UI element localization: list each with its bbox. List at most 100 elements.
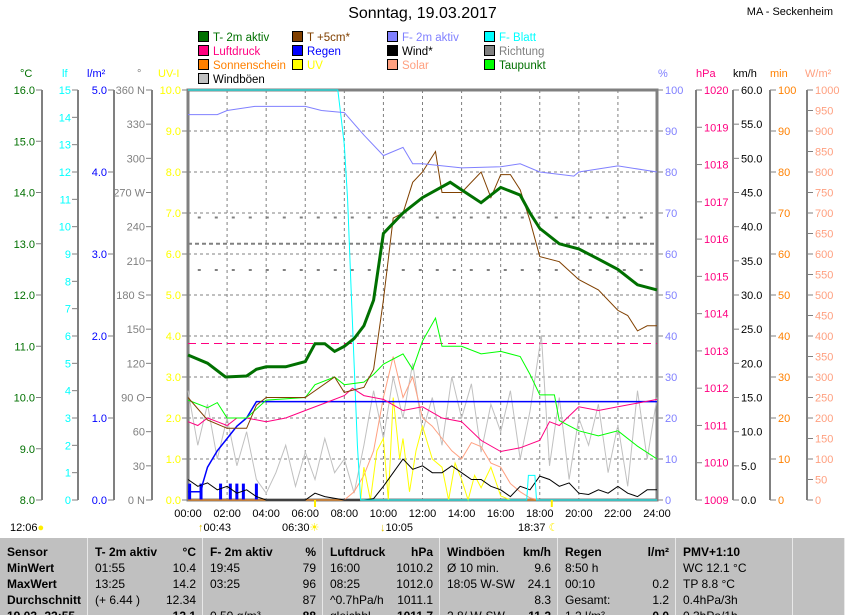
- table-cell: TP 8.8 °C: [683, 577, 735, 591]
- axis-tick-label: 16.0: [14, 85, 35, 97]
- axis-tick-label: 80: [778, 167, 790, 179]
- axis-tick-label: 1016: [704, 234, 728, 246]
- series-line-taupunkt: [187, 316, 658, 460]
- axis-tick-label: 240: [127, 222, 145, 234]
- axis-tick-label: 80: [665, 167, 677, 179]
- axis-tick-label: 850: [815, 147, 833, 159]
- table-cell: 1.2 l/m²: [565, 608, 605, 615]
- axis-tick-label: 1013: [704, 346, 728, 358]
- table-value: 0.0: [652, 608, 669, 615]
- sunset-icon: ☾: [545, 522, 559, 534]
- axis-tick-label: 8: [65, 276, 71, 288]
- axis-unit-dir: °: [137, 68, 142, 80]
- legend-swatch: [484, 59, 495, 70]
- axis-tick-label: 50: [665, 290, 677, 302]
- x-tick-label: 20:00: [565, 508, 593, 520]
- axis-tick-label: 1011: [704, 420, 728, 432]
- axis-tick-label: 950: [815, 106, 833, 118]
- axis-unit-uv: UV-I: [158, 68, 180, 80]
- legend-label: F- Blatt: [499, 32, 537, 44]
- axis-unit-solar: W/m²: [805, 68, 832, 80]
- axis-tick-label: 0: [815, 495, 821, 507]
- axis-tick-label: 3.0: [166, 372, 181, 384]
- axis-tick-label: 20: [665, 413, 677, 425]
- legend-label: UV: [307, 60, 323, 72]
- legend-swatch: [292, 59, 303, 70]
- table-value: 12.34: [165, 593, 196, 607]
- axis-tick-label: 1012: [704, 383, 728, 395]
- x-tick-label: 10:00: [370, 508, 398, 520]
- legend-item: Taupunkt: [484, 59, 546, 72]
- axis-tick-label: 500: [815, 290, 833, 302]
- axis-tick-label: 750: [815, 188, 833, 200]
- legend-item: Sonnenschein: [198, 59, 286, 72]
- axis-unit-leaf: lf: [62, 68, 68, 80]
- legend-item: Windböen: [198, 73, 265, 86]
- table-value: 1011.1: [397, 593, 433, 607]
- moonrise-icon: ↑: [198, 522, 204, 534]
- axis-tick-label: 60: [133, 427, 145, 439]
- axis-tick-label: 30: [778, 372, 790, 384]
- legend-swatch: [387, 31, 398, 42]
- table-column: Sensor MinWert MaxWert Durchschnitt19.03.-2…: [0, 538, 88, 615]
- x-tick-label: 16:00: [487, 508, 515, 520]
- sunrise-marker: 06:30☀: [282, 522, 319, 534]
- axis-tick-label: 60: [665, 249, 677, 261]
- axis-tick-label: 5.0: [166, 290, 181, 302]
- axis-tick-label: 550: [815, 270, 833, 282]
- sunset-time: 18:37: [518, 522, 546, 534]
- sunset-marker: 18:37 ☾: [518, 522, 558, 534]
- axis-tick-label: 0 N: [128, 495, 145, 507]
- sunrise-icon: ☀: [309, 522, 320, 534]
- series-line-solar: [188, 356, 657, 501]
- series-line-f-2m-aktiv: [188, 105, 658, 177]
- table-cell: 0.50 g/m³: [210, 608, 261, 615]
- axis-tick-label: 60.0: [741, 85, 762, 97]
- axis-tick-label: 2.0: [166, 413, 181, 425]
- legend-item: T +5cm*: [292, 31, 350, 44]
- legend-swatch: [198, 73, 209, 84]
- axis-tick-label: 3.0: [92, 249, 107, 261]
- axis-tick-label: 5: [65, 358, 71, 370]
- series-line-t-2m-aktiv: [187, 180, 658, 379]
- legend-label: Solar: [402, 60, 429, 72]
- legend-swatch: [484, 45, 495, 56]
- axis-tick-label: 0.0: [741, 495, 756, 507]
- axis-unit-wind: km/h: [733, 68, 757, 80]
- axis-tick-label: 50: [778, 290, 790, 302]
- legend-label: Regen: [307, 46, 341, 58]
- legend-swatch: [198, 59, 209, 70]
- axis-tick-label: 70: [665, 208, 677, 220]
- axis-tick-label: 14.0: [14, 188, 35, 200]
- axis-tick-label: 12.0: [14, 290, 35, 302]
- x-tick-label: 00:00: [174, 508, 202, 520]
- axis-tick-label: 1000: [815, 85, 839, 97]
- table-column: Windböen km/h Ø 10 min. 9.6 18:05 W-SW 24.1 8.…: [440, 538, 558, 615]
- table-value: 10.4: [172, 561, 196, 575]
- table-column: PMV+1:10 WC 12.1 °C TP 8.8 °C 0.4hPa/3h0.3h…: [676, 538, 793, 615]
- axis-tick-label: 800: [815, 167, 833, 179]
- axis-tick-label: 50.0: [741, 153, 762, 165]
- table-cell: ^0.7hPa/h: [330, 593, 384, 607]
- axis-tick-label: 10.0: [160, 85, 181, 97]
- table-cell: WC 12.1 °C: [683, 561, 747, 575]
- table-cell: Windböen: [447, 545, 505, 559]
- table-value: 8.3: [534, 593, 551, 607]
- axis-tick-label: 150: [815, 434, 833, 446]
- series-line-regen: [188, 400, 657, 493]
- x-tick-label: 22:00: [604, 508, 632, 520]
- axis-tick-label: 35.0: [741, 256, 762, 268]
- x-tick-label: 24:00: [643, 508, 671, 520]
- legend-label: Luftdruck: [213, 46, 261, 58]
- table-cell: 0.4hPa/3h: [683, 593, 738, 607]
- axis-tick-label: 300: [815, 372, 833, 384]
- legend-swatch: [292, 31, 303, 42]
- legend-swatch: [387, 59, 398, 70]
- axis-tick-label: 3: [65, 413, 71, 425]
- axis-tick-label: 300: [127, 153, 145, 165]
- legend-item: F- 2m aktiv: [387, 31, 459, 44]
- table-value: 1011.7: [397, 608, 433, 615]
- table-value: 12.1: [173, 608, 196, 615]
- x-tick-label: 14:00: [448, 508, 476, 520]
- legend-swatch: [198, 31, 209, 42]
